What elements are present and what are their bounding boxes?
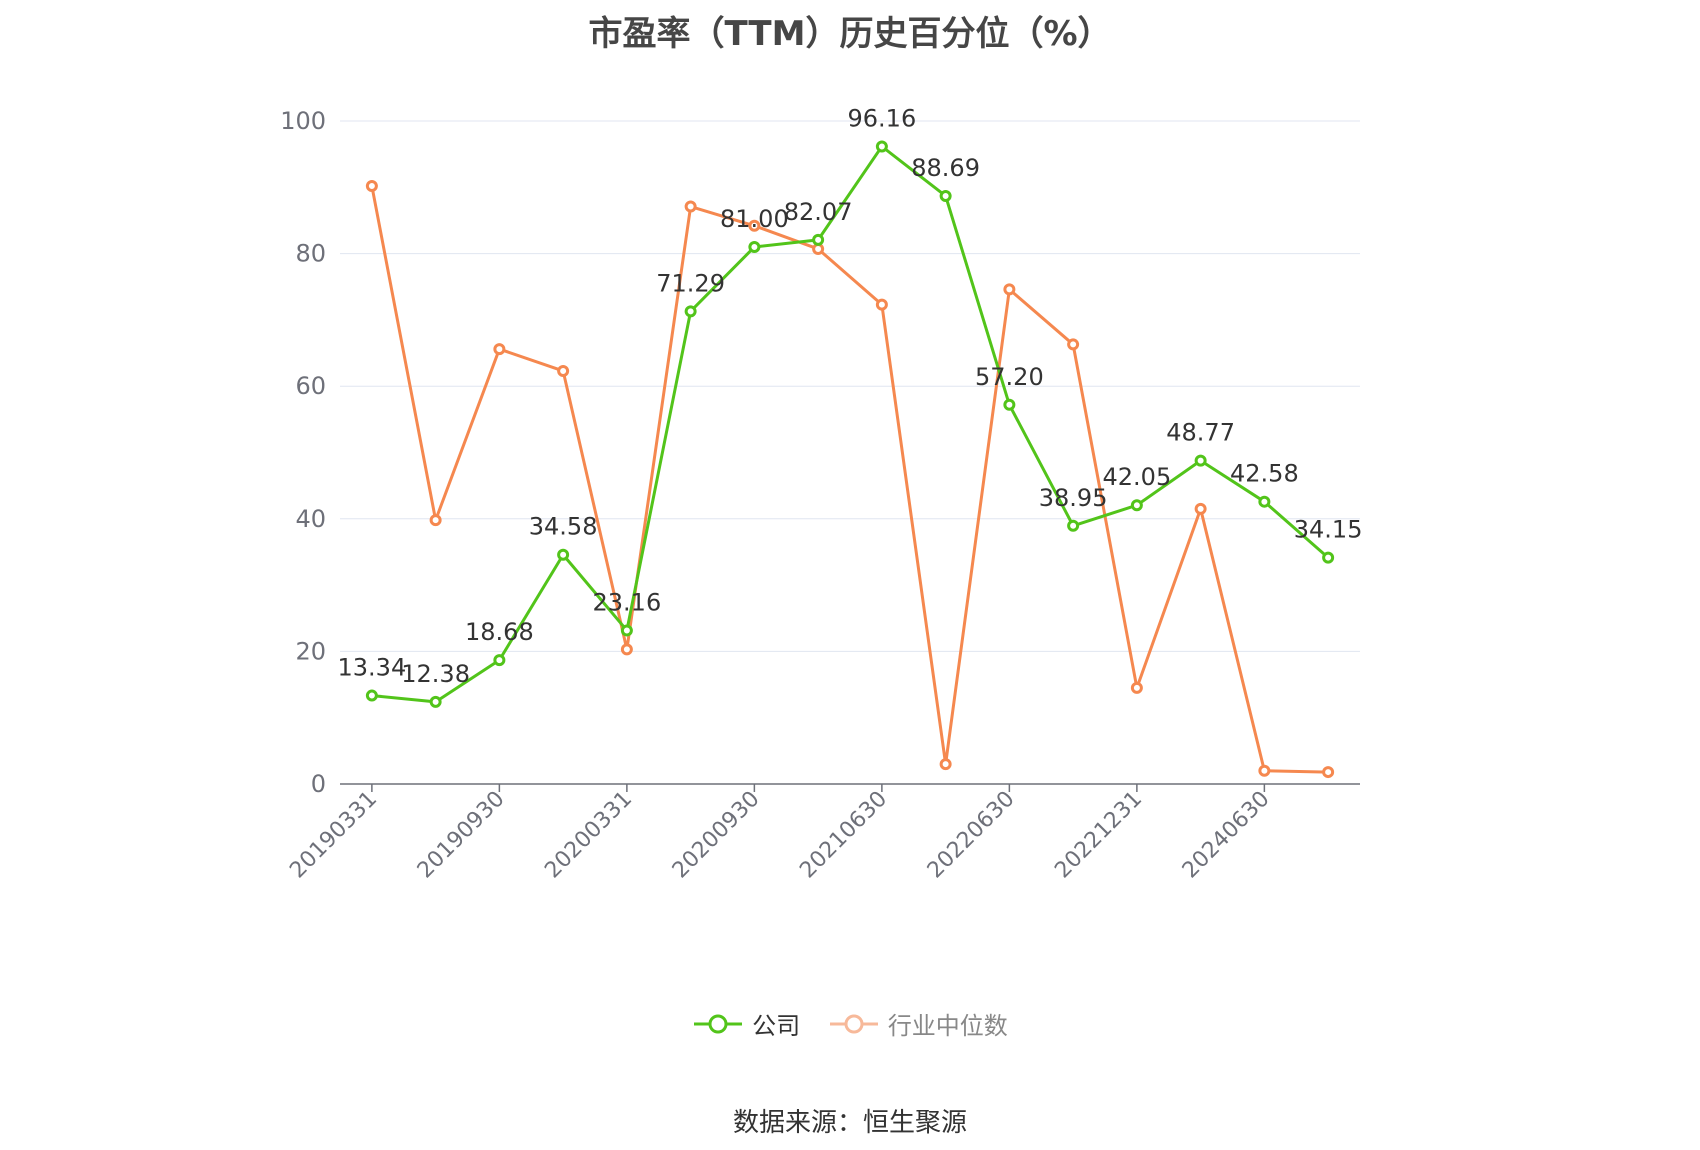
data-label: 81.00 [720,205,789,233]
data-label: 88.69 [911,154,980,182]
data-point-company [620,624,633,637]
x-tick-label: 20200930 [668,787,765,884]
data-point-company [684,305,697,318]
grid-lines [340,120,1360,652]
data-point-industry [1258,764,1271,777]
legend-company-label: 公司 [752,1012,801,1040]
data-label: 42.58 [1230,460,1299,488]
legend-item-company[interactable]: 公司 [692,1006,800,1041]
legend-item-industry[interactable]: 行业中位数 [828,1006,1008,1041]
y-tick-label: 20 [295,637,326,665]
data-label: 57.20 [975,363,1044,391]
data-point-industry [493,343,506,356]
data-label: 71.29 [656,269,725,297]
data-point-industry [1322,766,1335,779]
legend: 公司 行业中位数 [0,1006,1700,1042]
x-tick-label: 20200331 [540,787,637,884]
data-point-industry [684,200,697,213]
data-label: 38.95 [1039,484,1108,512]
data-point-industry [365,179,378,192]
data-point-industry [1003,283,1016,296]
data-point-company [493,654,506,667]
data-point-company [939,189,952,202]
data-label: 34.58 [529,513,598,541]
x-tick-label: 20221231 [1050,787,1147,884]
data-point-company [812,233,825,246]
data-point-company [557,548,570,561]
data-label: 12.38 [401,660,470,688]
data-point-company [429,695,442,708]
data-label: 34.15 [1294,516,1363,544]
y-tick-label: 100 [280,107,326,135]
data-point-company [365,689,378,702]
x-tick-label: 20190331 [285,787,382,884]
data-point-company [1322,551,1335,564]
data-label: 18.68 [465,618,534,646]
data-label: 13.34 [338,654,407,682]
x-tick-label: 20190930 [413,787,510,884]
data-point-industry [748,219,761,232]
data-point-company [748,240,761,253]
data-label: 96.16 [848,104,917,132]
x-tick-label: 20210630 [795,787,892,884]
data-label: 42.05 [1103,463,1172,491]
series-line-industry [370,185,1329,774]
data-point-company [1067,519,1080,532]
y-tick-label: 0 [311,770,326,798]
data-label: 48.77 [1166,419,1235,447]
data-point-company [1258,495,1271,508]
legend-industry-label: 行业中位数 [887,1012,1008,1040]
legend-company-line-icon [694,1014,743,1033]
data-point-industry [557,364,570,377]
data-point-industry [429,514,442,527]
data-point-industry [875,298,888,311]
y-tick-label: 60 [295,372,326,400]
data-point-industry [1130,681,1143,694]
series-lines [365,140,1335,779]
chart-title: 市盈率（TTM）历史百分位（%） [588,14,1112,54]
legend-industry-line-icon [829,1014,878,1033]
data-point-company [875,140,888,153]
data-point-industry [1067,338,1080,351]
data-point-company [1003,398,1016,411]
y-tick-label: 80 [295,240,326,268]
data-point-company [1130,499,1143,512]
data-point-company [1194,454,1207,467]
x-tick-label: 20220630 [923,787,1020,884]
y-tick-label: 40 [295,505,326,533]
x-tick-label: 20240630 [1178,787,1275,884]
data-point-industry [1194,502,1207,515]
series-line-company [371,144,1330,704]
data-point-industry [939,758,952,771]
data-label: 23.16 [593,588,662,616]
data-point-industry [620,643,633,656]
data-source-note: 数据来源：恒生聚源 [732,1108,967,1138]
data-label: 82.07 [784,198,853,226]
